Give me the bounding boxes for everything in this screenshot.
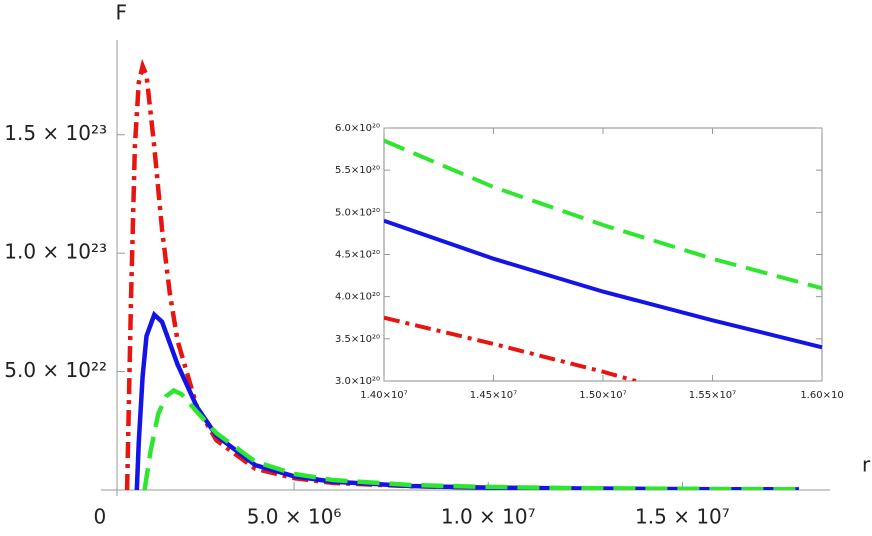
y-tick-label: 3.0×10²⁰	[335, 376, 380, 387]
y-tick-label: 1.5 × 10²³	[4, 121, 107, 145]
y-axis-label: F	[115, 1, 127, 25]
y-tick-label: 5.0 × 10²²	[4, 358, 107, 382]
series-line	[142, 387, 799, 490]
x-tick-label: 1.40×10⁷	[360, 390, 407, 401]
y-tick-label: 6.0×10²⁰	[335, 123, 380, 134]
x-tick-label: 1.60×10	[800, 390, 843, 401]
plot: 1.40×10⁷ 1.45×10⁷ 1.50×10⁷ 1.55×10⁷ 1.60×10 3…	[335, 123, 844, 401]
x-tick-label: 1.5 × 10⁷	[635, 505, 730, 529]
y-tick-label: 3.5×10²⁰	[335, 334, 380, 345]
y-tick-label: 5.0×10²⁰	[335, 207, 380, 218]
x-tick-label: 1.45×10⁷	[470, 390, 517, 401]
y-tick-label: 4.0×10²⁰	[335, 292, 380, 303]
x-tick-label: 1.50×10⁷	[579, 390, 626, 401]
x-tick-label: 1.55×10⁷	[689, 390, 736, 401]
series-line	[384, 315, 637, 381]
inset-frame	[383, 127, 823, 382]
series-line	[384, 218, 823, 350]
y-tick-label: 4.5×10²⁰	[335, 250, 380, 261]
plot: 0 5.0 × 10⁶ 1.0 × 10⁷ 1.5 × 10⁷ 5.0 × 10²² 1.…	[4, 1, 871, 529]
series-line	[384, 138, 823, 291]
x-axis-label: r	[862, 453, 871, 477]
x-tick-label: 0	[94, 505, 107, 529]
y-tick-label: 5.5×10²⁰	[335, 165, 380, 176]
x-tick-label: 5.0 × 10⁶	[247, 505, 342, 529]
x-tick-label: 1.0 × 10⁷	[441, 505, 536, 529]
y-tick-label: 1.0 × 10²³	[4, 240, 107, 264]
